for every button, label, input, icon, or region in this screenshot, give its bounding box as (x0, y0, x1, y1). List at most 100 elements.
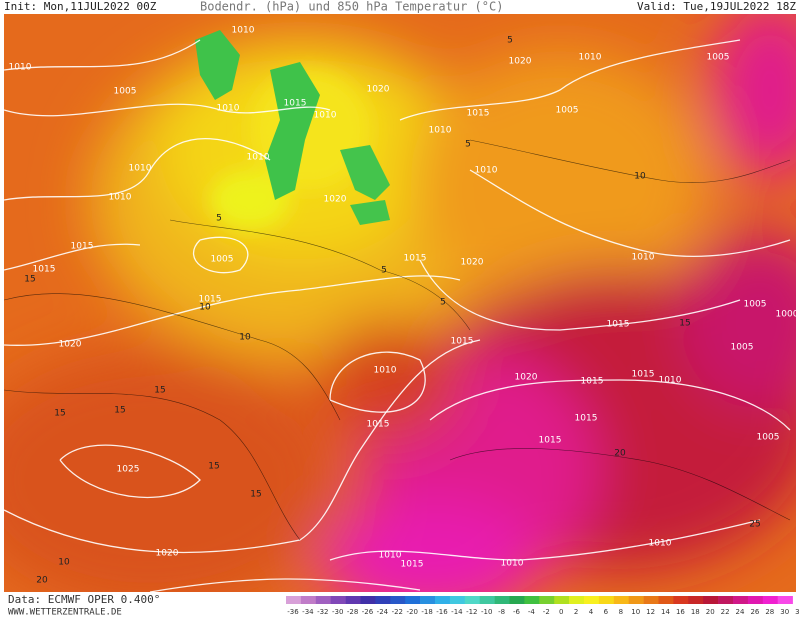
colorbar-swatch (688, 596, 704, 604)
isobar-label: 1015 (199, 295, 222, 305)
isotherm-label: 5 (381, 266, 387, 276)
colorbar-label: -8 (498, 608, 505, 616)
colorbar-label: -18 (421, 608, 432, 616)
colorbar-swatch (464, 596, 480, 604)
isobar-label: 1025 (117, 465, 140, 475)
isotherm-label: 15 (114, 406, 125, 416)
isotherms (4, 139, 791, 541)
colorbar-label: -24 (377, 608, 389, 616)
colorbar-label: 8 (619, 608, 623, 616)
colorbar-label: 2 (574, 608, 578, 616)
isobar-label: 1010 (247, 153, 270, 163)
isobar-label: 1020 (367, 85, 390, 95)
colorbar-swatch (658, 596, 674, 604)
cold-patch (265, 62, 320, 200)
isobar-label: 1005 (707, 53, 730, 63)
colorbar-label: 0 (559, 608, 563, 616)
colorbar-label: -20 (406, 608, 417, 616)
colorbar-swatch (509, 596, 525, 604)
colorbar: -36 -34 -32 -30 -28 -26 -24 -22 -20 -18 -16 -14 -12-… (286, 596, 800, 616)
isotherm-label: 20 (614, 449, 626, 459)
colorbar-swatch (628, 596, 644, 604)
isobar-label: 1015 (581, 377, 604, 387)
colorbar-swatch (733, 596, 749, 604)
colorbar-swatch (390, 596, 406, 604)
colorbar-label: 32 (795, 608, 800, 616)
colorbar-label: 4 (589, 608, 594, 616)
isotherm-label: 5 (465, 140, 471, 150)
isotherm-label: 10 (634, 172, 646, 182)
colorbar-swatch (613, 596, 629, 604)
isobar-label: 1010 (429, 126, 452, 136)
colorbar-swatch (524, 596, 540, 604)
colorbar-swatch (673, 596, 689, 604)
colorbar-label: 22 (721, 608, 730, 616)
isobar-label: 1005 (744, 300, 767, 310)
isobar-label: 1005 (556, 106, 579, 116)
colorbar-label: -28 (347, 608, 358, 616)
colorbar-swatch (300, 596, 317, 604)
colorbar-swatch (643, 596, 659, 604)
isotherm-label: 15 (250, 490, 261, 500)
isobar-label: 1010 (232, 26, 255, 36)
isobar-label: 1010 (129, 164, 152, 174)
colorbar-swatch (375, 596, 391, 604)
colorbar-swatch (554, 596, 570, 604)
colorbar-swatch (584, 596, 600, 604)
colorbar-swatch (315, 596, 331, 604)
colorbar-label: 14 (661, 608, 670, 616)
isotherm-label: 5 (440, 298, 446, 308)
colorbar-label: -30 (332, 608, 343, 616)
colorbar-label: 28 (765, 608, 774, 616)
isobar-label: 1005 (114, 87, 137, 97)
isotherm-label: 5 (507, 36, 513, 46)
isobar-label: 1005 (757, 433, 780, 443)
colorbar-label: -6 (513, 608, 521, 616)
colorbar-label: -36 (287, 608, 299, 616)
colorbar-swatch (777, 596, 793, 604)
colorbar-swatch (286, 596, 302, 604)
cold-patch (340, 145, 390, 200)
colorbar-swatch (718, 596, 734, 604)
colorbar-label: -22 (392, 608, 403, 616)
colorbar-swatch (569, 596, 585, 604)
colorbar-swatch (479, 596, 495, 604)
colorbar-label: -4 (528, 608, 536, 616)
isotherm-label: 15 (208, 462, 219, 472)
colorbar-swatch (420, 596, 436, 604)
isobar-label: 1015 (607, 320, 630, 330)
isobars (4, 39, 791, 592)
isobar-label: 1010 (9, 63, 32, 73)
isobar-label: 1010 (501, 559, 524, 569)
isotherm-label: 15 (54, 409, 65, 419)
isobar-label: 1010 (649, 539, 672, 549)
isobar-label: 1020 (59, 340, 82, 350)
isotherm-label: 25 (749, 520, 760, 530)
isobar-label: 1015 (467, 109, 490, 119)
colorbar-label: 26 (750, 608, 759, 616)
colorbar-label: 6 (604, 608, 609, 616)
isotherm-label: 10 (58, 558, 70, 568)
colorbar-swatch (449, 596, 466, 604)
colorbar-label: -34 (302, 608, 314, 616)
colorbar-label: -16 (436, 608, 448, 616)
isobar-label: 1010 (475, 166, 498, 176)
isotherm-label: 5 (216, 214, 222, 224)
isobar-label: 1020 (461, 258, 484, 268)
isotherm-label: 15 (679, 319, 690, 329)
isobar-label: 1020 (156, 549, 179, 559)
colorbar-swatch (435, 596, 451, 604)
colorbar-label: 24 (736, 608, 745, 616)
colorbar-swatch (494, 596, 510, 604)
colorbar-swatch (345, 596, 361, 604)
isobar-label: 1015 (632, 370, 655, 380)
cold-patch (195, 30, 240, 100)
isobar-label: 1010 (379, 551, 402, 561)
colorbar-swatch (598, 596, 615, 604)
colorbar-label: -14 (451, 608, 463, 616)
cold-patch (350, 200, 390, 225)
isobar-label: 1020 (515, 373, 538, 383)
colorbar-swatch (360, 596, 376, 604)
isobar-label: 1015 (575, 414, 598, 424)
